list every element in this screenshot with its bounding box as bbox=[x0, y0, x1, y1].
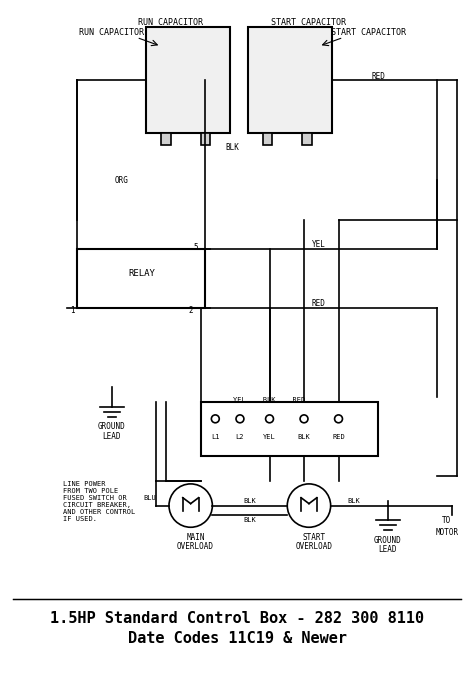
Text: START CAPACITOR: START CAPACITOR bbox=[272, 18, 346, 27]
Text: RUN CAPACITOR: RUN CAPACITOR bbox=[79, 28, 144, 37]
Text: GROUND: GROUND bbox=[374, 536, 401, 544]
Text: LEAD: LEAD bbox=[102, 432, 121, 441]
Text: BLK: BLK bbox=[298, 434, 310, 439]
Circle shape bbox=[169, 484, 212, 527]
Text: 1.5HP Standard Control Box - 282 300 8110: 1.5HP Standard Control Box - 282 300 811… bbox=[50, 612, 424, 626]
Circle shape bbox=[236, 415, 244, 423]
Text: RED: RED bbox=[371, 73, 385, 81]
Text: MAIN: MAIN bbox=[186, 533, 205, 542]
Text: YEL: YEL bbox=[312, 240, 326, 249]
Circle shape bbox=[335, 415, 343, 423]
Text: 5: 5 bbox=[193, 243, 198, 252]
Text: GROUND: GROUND bbox=[98, 422, 126, 431]
Text: OVERLOAD: OVERLOAD bbox=[177, 542, 214, 551]
Text: RELAY: RELAY bbox=[128, 269, 155, 279]
Text: MOTOR: MOTOR bbox=[436, 527, 458, 537]
Text: RED: RED bbox=[312, 299, 326, 308]
Text: BLK: BLK bbox=[347, 498, 360, 504]
Circle shape bbox=[300, 415, 308, 423]
Text: LEAD: LEAD bbox=[379, 545, 397, 555]
Text: ORG: ORG bbox=[115, 176, 128, 185]
Text: L1: L1 bbox=[211, 434, 219, 439]
Text: RUN CAPACITOR: RUN CAPACITOR bbox=[138, 18, 203, 27]
Text: RED: RED bbox=[332, 434, 345, 439]
Text: YEL: YEL bbox=[263, 434, 276, 439]
Bar bbox=[161, 133, 171, 145]
Text: Date Codes 11C19 & Newer: Date Codes 11C19 & Newer bbox=[128, 631, 346, 646]
Bar bbox=[248, 26, 332, 133]
Text: START CAPACITOR: START CAPACITOR bbox=[330, 28, 406, 37]
Bar bbox=[263, 133, 273, 145]
Text: TO: TO bbox=[442, 516, 452, 525]
Text: OVERLOAD: OVERLOAD bbox=[295, 542, 332, 551]
Circle shape bbox=[211, 415, 219, 423]
Text: 1: 1 bbox=[70, 306, 75, 315]
Text: START: START bbox=[302, 533, 326, 542]
Text: 2: 2 bbox=[188, 306, 193, 315]
Bar bbox=[201, 402, 378, 456]
Text: YEL    BLK    RED: YEL BLK RED bbox=[233, 397, 306, 403]
Bar bbox=[201, 133, 210, 145]
Text: LINE POWER
FROM TWO POLE
FUSED SWITCH OR
CIRCUIT BREAKER,
AND OTHER CONTROL
IF U: LINE POWER FROM TWO POLE FUSED SWITCH OR… bbox=[63, 481, 135, 522]
Text: BLU: BLU bbox=[143, 495, 155, 500]
Bar bbox=[146, 26, 230, 133]
Text: BLK: BLK bbox=[244, 517, 256, 523]
Text: BLK: BLK bbox=[244, 498, 256, 504]
Bar bbox=[77, 250, 205, 308]
Text: BLK: BLK bbox=[225, 143, 239, 153]
Text: L2: L2 bbox=[236, 434, 244, 439]
Bar bbox=[302, 133, 312, 145]
Circle shape bbox=[287, 484, 331, 527]
Circle shape bbox=[265, 415, 273, 423]
